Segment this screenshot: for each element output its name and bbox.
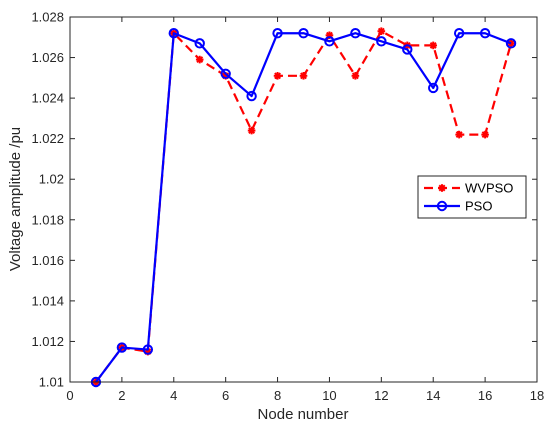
legend-marker bbox=[436, 200, 448, 212]
x-tick-label: 16 bbox=[478, 388, 492, 403]
x-tick-label: 2 bbox=[118, 388, 125, 403]
pso-point bbox=[350, 28, 361, 39]
x-tick-label: 10 bbox=[322, 388, 336, 403]
y-tick-label: 1.026 bbox=[31, 50, 64, 65]
wvpso-point bbox=[273, 72, 282, 80]
y-axis-label: Voltage amplitude /pu bbox=[7, 127, 24, 271]
legend: WVPSO PSO bbox=[417, 175, 527, 219]
legend-item-wvpso: WVPSO bbox=[424, 181, 513, 196]
legend-marker bbox=[438, 184, 446, 192]
series-layer bbox=[90, 27, 517, 388]
wvpso-point bbox=[481, 130, 489, 139]
y-tick-label: 1.01 bbox=[39, 375, 64, 390]
y-tick-label: 1.024 bbox=[31, 91, 64, 106]
pso-point bbox=[298, 28, 309, 39]
pso-point bbox=[142, 344, 154, 355]
y-tick-label: 1.018 bbox=[31, 212, 64, 227]
x-tick-label: 14 bbox=[426, 388, 440, 403]
legend-item-pso: PSO bbox=[424, 199, 492, 214]
wvpso-point bbox=[377, 27, 386, 35]
pso-point bbox=[194, 38, 205, 49]
wvpso-point bbox=[351, 72, 360, 80]
pso-point bbox=[402, 44, 413, 55]
pso-point bbox=[116, 342, 128, 353]
legend-label: WVPSO bbox=[465, 181, 513, 196]
pso-point bbox=[246, 90, 257, 102]
pso-point bbox=[453, 28, 465, 39]
pso-point bbox=[505, 38, 517, 49]
x-tick-label: 6 bbox=[222, 388, 229, 403]
y-tick-label: 1.02 bbox=[39, 172, 64, 187]
wvpso-point bbox=[429, 41, 438, 50]
plot-frame bbox=[69, 16, 538, 383]
pso-point bbox=[220, 68, 231, 79]
legend-box bbox=[417, 175, 527, 219]
series-pso bbox=[90, 28, 517, 388]
pso-point bbox=[479, 28, 491, 39]
x-tick-label: 8 bbox=[274, 388, 281, 403]
ticks: 0 2 4 6 8 10 12 14 16 18 1.01 1.012 1.014 1.016 1.018 1… bbox=[31, 10, 544, 404]
y-tick-label: 1.028 bbox=[31, 10, 64, 25]
x-tick-label: 12 bbox=[374, 388, 388, 403]
pso-line bbox=[95, 32, 512, 383]
pso-point bbox=[272, 28, 283, 39]
y-tick-label: 1.014 bbox=[31, 293, 64, 308]
wvpso-point bbox=[247, 126, 256, 135]
wvpso-point bbox=[299, 72, 308, 80]
pso-point bbox=[324, 36, 335, 47]
y-tick-label: 1.016 bbox=[31, 253, 64, 268]
pso-point bbox=[428, 82, 439, 94]
x-tick-label: 0 bbox=[66, 388, 73, 403]
pso-point bbox=[168, 28, 179, 39]
y-tick-label: 1.012 bbox=[31, 334, 64, 349]
x-axis-label: Node number bbox=[258, 406, 349, 423]
x-tick-label: 4 bbox=[170, 388, 177, 403]
pso-point bbox=[376, 36, 387, 47]
wvpso-point bbox=[195, 55, 204, 64]
y-tick-label: 1.022 bbox=[31, 131, 64, 146]
x-tick-label: 18 bbox=[530, 388, 544, 403]
wvpso-point bbox=[455, 130, 463, 139]
legend-label: PSO bbox=[465, 199, 492, 214]
